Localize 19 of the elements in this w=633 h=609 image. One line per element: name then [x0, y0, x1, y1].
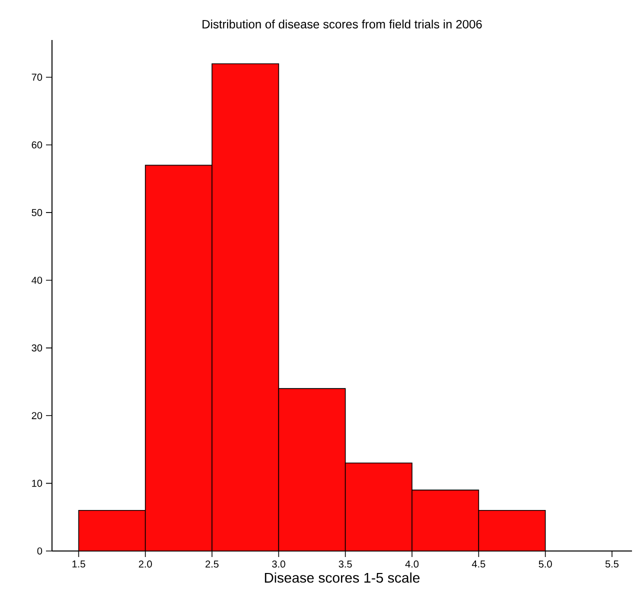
x-tick-label: 2.5 [206, 560, 219, 568]
y-tick-label: 0 [37, 547, 42, 555]
x-tick-label: 4.5 [472, 560, 486, 568]
y-tick-label: 50 [32, 209, 42, 216]
x-tick-label: 1.5 [72, 560, 86, 568]
x-tick-label: 4.0 [405, 560, 419, 568]
y-tick-label: 30 [32, 344, 42, 352]
x-tick-label: 5.0 [538, 560, 552, 568]
y-tick-label: 20 [32, 412, 42, 420]
y-tick-label: 40 [32, 276, 42, 284]
x-tick-label: 2.0 [138, 560, 152, 568]
chart-title: Distribution of disease scores from field trials in 2006 [202, 20, 482, 28]
y-tick-label: 60 [32, 141, 42, 148]
x-axis-title: Disease scores 1-5 scale [264, 572, 420, 583]
x-tick-label: 3.0 [272, 560, 286, 568]
y-tick-label: 70 [32, 74, 42, 81]
x-tick-label: 3.5 [338, 560, 352, 568]
y-tick-label: 10 [32, 480, 42, 487]
x-tick-label: 5.5 [605, 560, 619, 568]
